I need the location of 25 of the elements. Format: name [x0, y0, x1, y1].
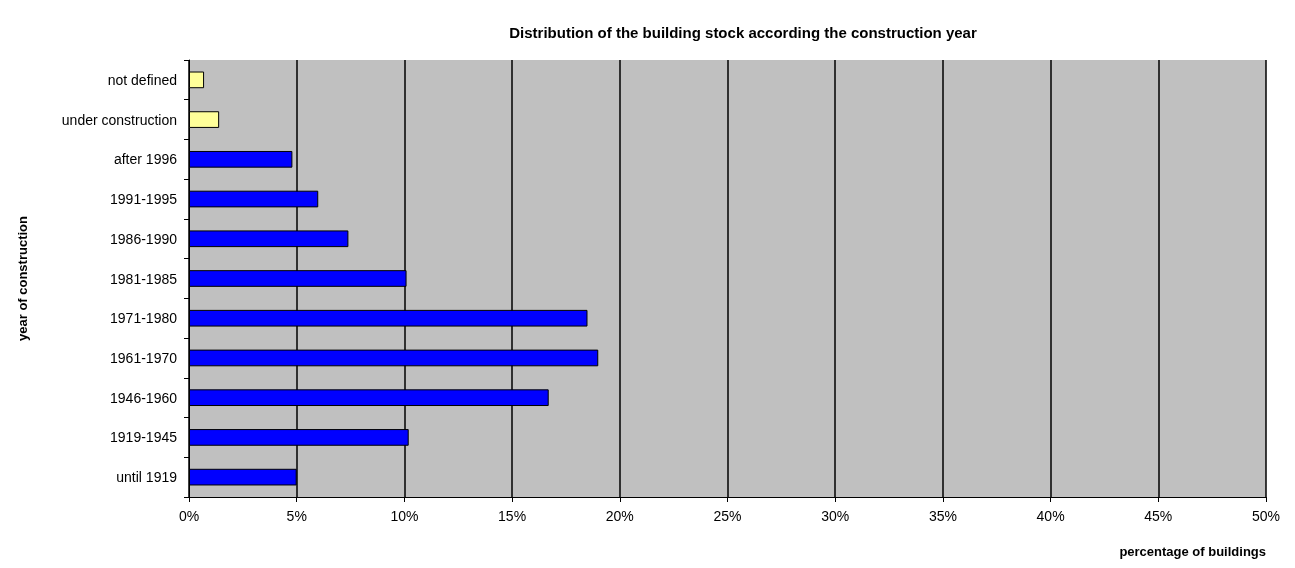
y-tick-label: 1946-1960 — [110, 389, 178, 406]
y-tick-label: 1961-1970 — [110, 349, 178, 366]
x-tick-label: 20% — [605, 508, 634, 524]
x-tick-label: 25% — [713, 508, 742, 524]
y-tick-label: 1919-1945 — [110, 429, 178, 446]
x-tick-label: 5% — [286, 508, 307, 524]
x-axis-title: percentage of buildings — [1119, 544, 1266, 559]
x-tick-label: 35% — [928, 508, 957, 524]
y-tick-label: under construction — [61, 111, 177, 128]
x-tick-label: 15% — [498, 508, 527, 524]
chart-title: Distribution of the building stock according the construction year — [509, 24, 977, 41]
x-tick-label: 30% — [821, 508, 850, 524]
y-axis-title: year of construction — [15, 215, 30, 341]
x-tick-label: 10% — [390, 508, 419, 524]
y-tick-label: 1986-1990 — [110, 230, 178, 247]
x-tick-label: 45% — [1144, 508, 1173, 524]
y-tick-label: until 1919 — [116, 469, 178, 486]
x-tick-label: 40% — [1036, 508, 1065, 524]
y-tick-label: 1981-1985 — [110, 270, 178, 287]
y-tick-label: 1971-1980 — [110, 310, 178, 327]
y-tick-label: not defined — [107, 71, 177, 88]
y-tick-label: 1991-1995 — [110, 191, 178, 208]
y-tick-label: after 1996 — [113, 151, 178, 168]
x-tick-label: 0% — [178, 508, 200, 524]
x-tick-label: 50% — [1251, 508, 1281, 524]
